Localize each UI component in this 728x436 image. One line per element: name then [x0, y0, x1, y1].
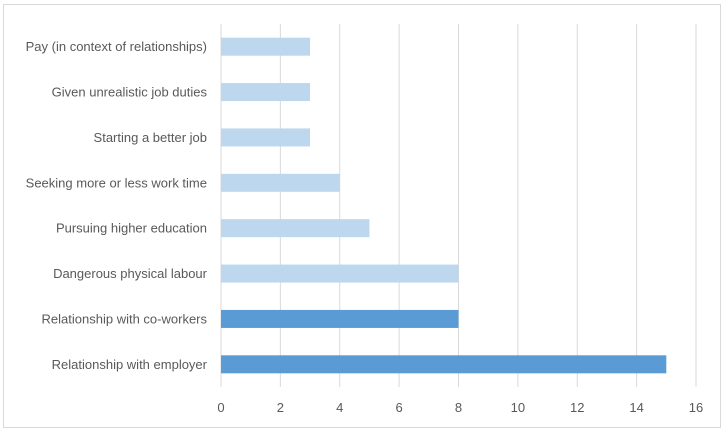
bar-1 [221, 83, 311, 102]
category-label-4: Pursuing higher education [56, 221, 207, 236]
bar-4 [221, 219, 370, 238]
bar-7 [221, 355, 667, 374]
bar-6 [221, 309, 459, 328]
x-tick-label-8: 16 [689, 400, 703, 415]
x-tick-label-5: 10 [511, 400, 525, 415]
bar-0 [221, 37, 311, 56]
category-label-7: Relationship with employer [52, 357, 208, 372]
bar-5 [221, 264, 459, 283]
x-tick-label-3: 6 [396, 400, 403, 415]
category-label-2: Starting a better job [94, 130, 207, 145]
bar-3 [221, 173, 340, 192]
x-tick-label-1: 2 [277, 400, 284, 415]
bar-2 [221, 128, 311, 147]
x-tick-label-6: 12 [570, 400, 584, 415]
category-label-6: Relationship with co-workers [42, 311, 208, 326]
category-label-1: Given unrealistic job duties [52, 85, 208, 100]
category-label-0: Pay (in context of relationships) [26, 39, 207, 54]
x-tick-label-0: 0 [217, 400, 224, 415]
category-label-3: Seeking more or less work time [26, 175, 207, 190]
x-tick-label-7: 14 [629, 400, 643, 415]
x-tick-label-4: 8 [455, 400, 462, 415]
category-label-5: Dangerous physical labour [53, 266, 208, 281]
x-tick-label-2: 4 [336, 400, 343, 415]
